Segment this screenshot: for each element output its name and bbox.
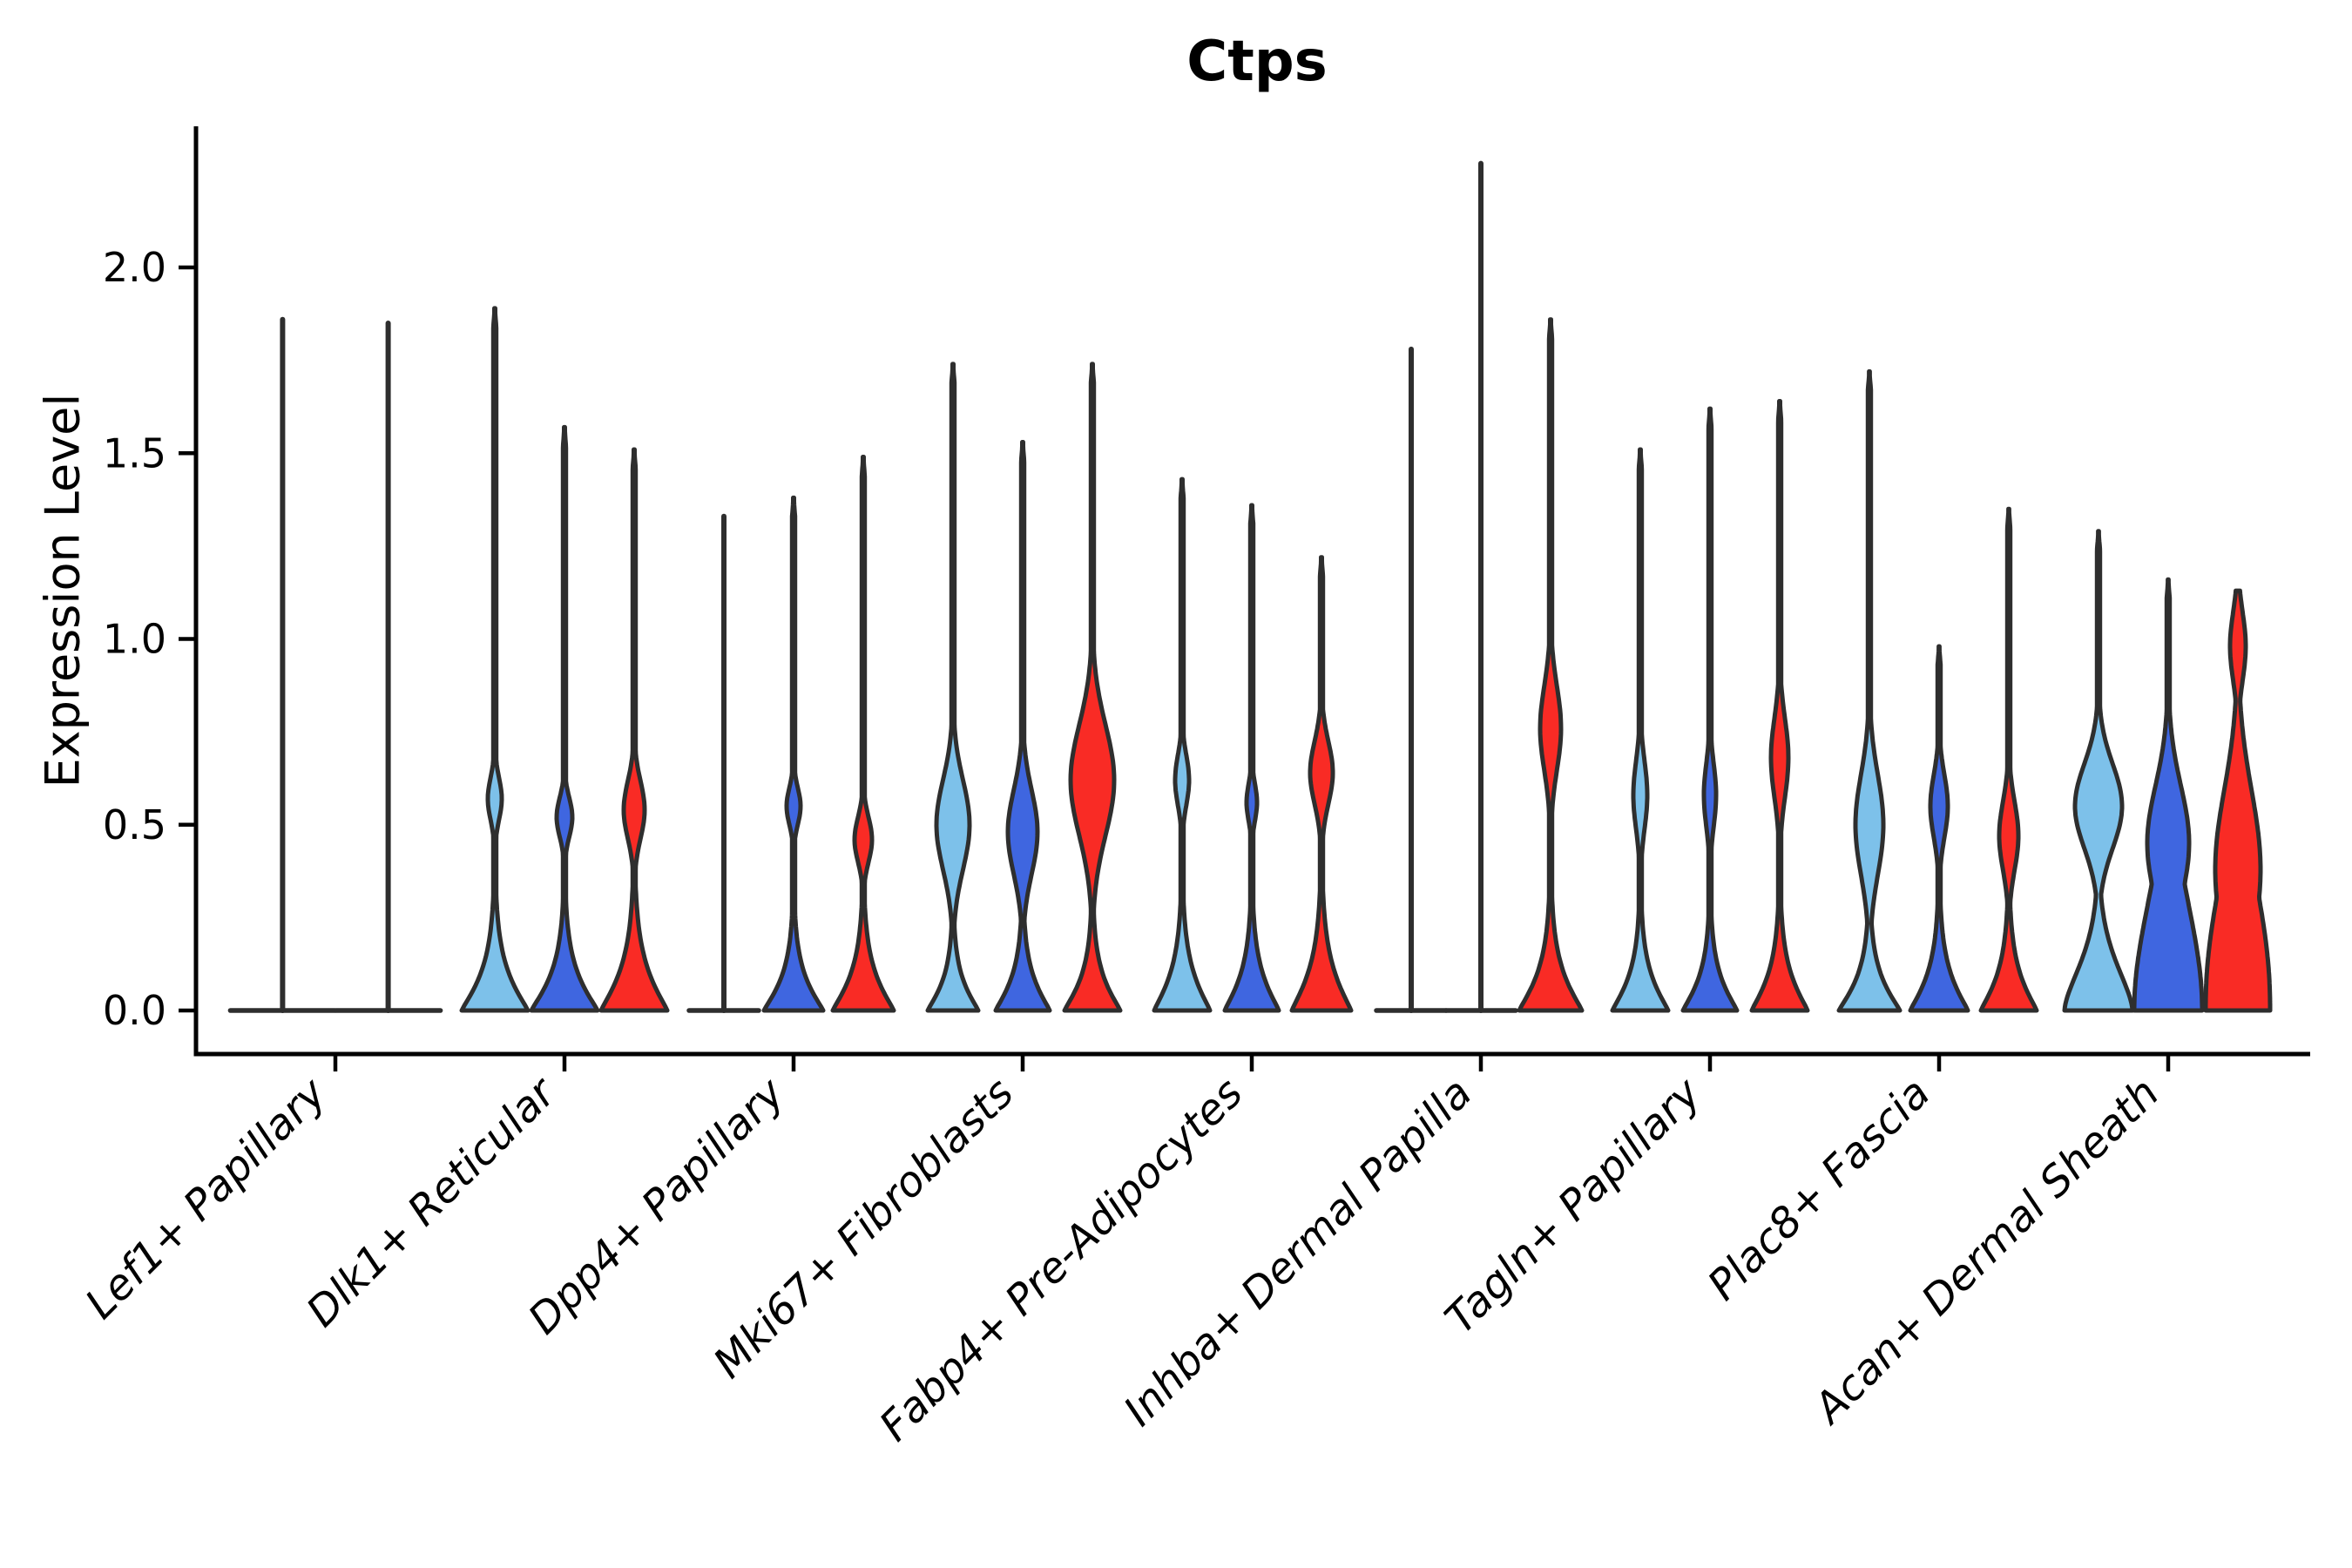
violin-fabp4-pre-adipocytes-cond2 xyxy=(1222,503,1281,1013)
y-tick-label-1.0: 1.0 xyxy=(103,616,166,663)
violin-tagln-papillary-cond2 xyxy=(1680,406,1740,1013)
violin-dlk1-reticular-cond1 xyxy=(459,306,531,1013)
violin-dlk1-reticular-cond3 xyxy=(598,447,670,1013)
violin-group-dlk1-reticular xyxy=(459,306,670,1013)
x-tick-label-lef1-papillary: Lef1+ Papillary xyxy=(76,1068,336,1328)
violin-dpp4-papillary-cond2 xyxy=(761,495,826,1013)
violin-plac8-fascia-cond1 xyxy=(1836,368,1903,1013)
violin-group-dpp4-papillary xyxy=(686,455,896,1013)
violin-inhba-dermal-papilla-cond3 xyxy=(1517,317,1585,1013)
violin-acan-dermal-sheath-cond3 xyxy=(2203,588,2273,1013)
violin-tagln-papillary-cond1 xyxy=(1610,447,1671,1013)
violin-group-plac8-fascia xyxy=(1836,368,2039,1013)
violin-dpp4-papillary-cond3 xyxy=(830,455,896,1013)
violin-group-acan-dermal-sheath xyxy=(2062,529,2273,1013)
x-tick-label-plac8-fascia: Plac8+ Fascia xyxy=(1699,1069,1940,1310)
violin-group-fabp4-pre-adipocytes xyxy=(1152,476,1354,1013)
violin-fabp4-pre-adipocytes-cond1 xyxy=(1152,476,1213,1013)
violin-acan-dermal-sheath-cond2 xyxy=(2132,577,2205,1013)
y-tick-label-2.0: 2.0 xyxy=(103,244,166,291)
y-axis: 0.0 0.5 1.0 1.5 2.0 xyxy=(103,244,196,1034)
violin-plac8-fascia-cond2 xyxy=(1908,644,1970,1013)
y-tick-label-1.5: 1.5 xyxy=(103,429,166,476)
x-tick-label-dpp4-papillary: Dpp4+ Papillary xyxy=(519,1068,794,1343)
violin-group-lef1-papillary xyxy=(227,316,443,1013)
violin-mki67-fibroblasts-cond3 xyxy=(1062,362,1123,1013)
chart-title: Ctps xyxy=(1186,30,1328,94)
violin-group-tagln-papillary xyxy=(1610,399,1810,1013)
violin-acan-dermal-sheath-cond1 xyxy=(2062,529,2135,1013)
violin-tagln-papillary-cond3 xyxy=(1749,399,1810,1013)
violin-group-inhba-dermal-papilla xyxy=(1374,160,1585,1013)
violin-mki67-fibroblasts-cond2 xyxy=(993,440,1052,1013)
violin-fabp4-pre-adipocytes-cond3 xyxy=(1289,555,1354,1013)
x-tick-label-fabp4-pre-adipocytes: Fabp4+ Pre-Adipocytes xyxy=(870,1069,1253,1451)
x-tick-label-tagln-papillary: Tagln+ Papillary xyxy=(1436,1068,1711,1343)
violin-group-mki67-fibroblasts xyxy=(925,362,1123,1013)
violin-mki67-fibroblasts-cond1 xyxy=(925,362,981,1013)
y-tick-label-0.5: 0.5 xyxy=(103,801,166,848)
x-tick-label-dlk1-reticular: Dlk1+ Reticular xyxy=(297,1067,567,1337)
y-tick-label-0.0: 0.0 xyxy=(103,987,166,1034)
violin-plac8-fascia-cond3 xyxy=(1978,506,2039,1013)
violin-dlk1-reticular-cond2 xyxy=(529,424,600,1013)
